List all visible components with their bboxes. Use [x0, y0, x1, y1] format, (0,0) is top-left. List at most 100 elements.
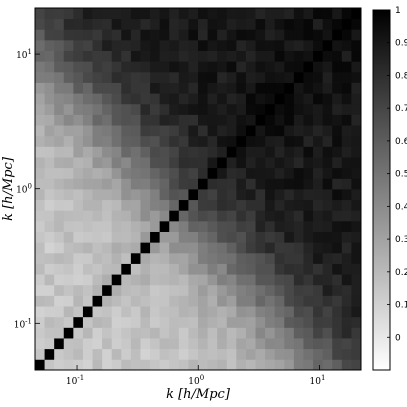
heatmap-cell: [73, 316, 84, 328]
heatmap-cell: [265, 263, 276, 275]
heatmap-cell: [130, 359, 141, 371]
heatmap-cell: [54, 167, 65, 179]
heatmap-cell: [159, 18, 170, 30]
heatmap-cell: [44, 135, 55, 147]
heatmap-cell: [341, 146, 352, 158]
heatmap-cell: [188, 359, 199, 371]
heatmap-cell: [303, 39, 314, 51]
heatmap-cell: [44, 199, 55, 211]
heatmap-cell: [293, 146, 304, 158]
heatmap-cell: [322, 178, 333, 190]
heatmap-cell: [351, 231, 362, 243]
heatmap-cell: [293, 338, 304, 350]
heatmap-cell: [198, 242, 208, 254]
heatmap-cell: [198, 316, 208, 328]
colorbar-tick-label: 0.3: [395, 235, 407, 245]
heatmap-cell: [140, 263, 151, 275]
heatmap-cell: [313, 157, 324, 169]
heatmap-cell: [322, 242, 333, 254]
heatmap-cell: [169, 284, 180, 296]
heatmap-cell: [332, 71, 343, 83]
heatmap-cell: [92, 71, 103, 83]
heatmap-cell: [188, 242, 199, 254]
heatmap-cell: [207, 39, 218, 51]
heatmap-cell: [150, 359, 161, 371]
heatmap-cell: [169, 199, 180, 211]
heatmap-cell: [255, 189, 266, 201]
heatmap-cell: [332, 359, 343, 371]
heatmap-cell: [198, 295, 208, 307]
heatmap-cell: [54, 135, 65, 147]
heatmap-cell: [332, 8, 343, 20]
heatmap-cell: [54, 306, 65, 318]
heatmap-cell: [44, 125, 55, 137]
heatmap-cell: [102, 39, 113, 51]
heatmap-cell: [73, 103, 84, 115]
heatmap-cell: [332, 189, 343, 201]
heatmap-cell: [274, 252, 285, 264]
heatmap-cell: [217, 29, 228, 41]
heatmap-cell: [293, 125, 304, 137]
heatmap-cell: [82, 189, 93, 201]
heatmap-cell: [351, 252, 362, 264]
heatmap-cell: [217, 242, 228, 254]
heatmap-cell: [159, 242, 170, 254]
heatmap-cell: [111, 274, 122, 286]
heatmap-cell: [63, 61, 74, 73]
heatmap-cell: [284, 306, 295, 318]
heatmap-cell: [82, 146, 93, 158]
heatmap-cell: [150, 29, 161, 41]
heatmap-cell: [332, 220, 343, 232]
heatmap-cell: [313, 359, 324, 371]
heatmap-cell: [63, 82, 74, 94]
heatmap-cell: [178, 231, 189, 243]
heatmap-cell: [178, 18, 189, 30]
heatmap-cell: [207, 242, 218, 254]
heatmap-cell: [255, 338, 266, 350]
heatmap-cell: [169, 8, 180, 20]
heatmap-cell: [102, 146, 113, 158]
heatmap-cell: [284, 8, 295, 20]
heatmap-cell: [140, 167, 151, 179]
heatmap-cell: [150, 167, 161, 179]
heatmap-cell: [63, 199, 74, 211]
heatmap-cell: [313, 50, 324, 62]
heatmap-cell: [92, 327, 103, 339]
heatmap-cell: [63, 39, 74, 51]
heatmap-cell: [313, 316, 324, 328]
heatmap-cell: [322, 157, 333, 169]
heatmap-cell: [332, 29, 343, 41]
heatmap-cell: [63, 338, 74, 350]
heatmap-cell: [130, 199, 141, 211]
heatmap-cell: [178, 135, 189, 147]
heatmap-cell: [92, 39, 103, 51]
heatmap-cell: [303, 50, 314, 62]
heatmap-cell: [341, 103, 352, 115]
heatmap-cell: [111, 189, 122, 201]
heatmap-cell: [63, 29, 74, 41]
heatmap-cell: [217, 61, 228, 73]
heatmap-cell: [274, 199, 285, 211]
heatmap-cell: [245, 82, 256, 94]
heatmap-cell: [313, 18, 324, 30]
heatmap-cell: [322, 284, 333, 296]
heatmap-cell: [226, 210, 237, 222]
heatmap-cell: [351, 8, 362, 20]
heatmap-cell: [255, 210, 266, 222]
heatmap-cell: [293, 348, 304, 360]
heatmap-cell: [35, 71, 45, 83]
heatmap-cell: [140, 306, 151, 318]
heatmap-cell: [54, 242, 65, 254]
heatmap-cell: [245, 242, 256, 254]
heatmap-cell: [140, 242, 151, 254]
heatmap-cell: [322, 103, 333, 115]
heatmap-cell: [274, 167, 285, 179]
heatmap-cell: [303, 29, 314, 41]
heatmap-cell: [255, 242, 266, 254]
heatmap-cell: [274, 157, 285, 169]
heatmap-cell: [188, 8, 199, 20]
heatmap-cell: [207, 8, 218, 20]
heatmap-cell: [92, 8, 103, 20]
heatmap-cell: [54, 125, 65, 137]
heatmap-cell: [217, 231, 228, 243]
